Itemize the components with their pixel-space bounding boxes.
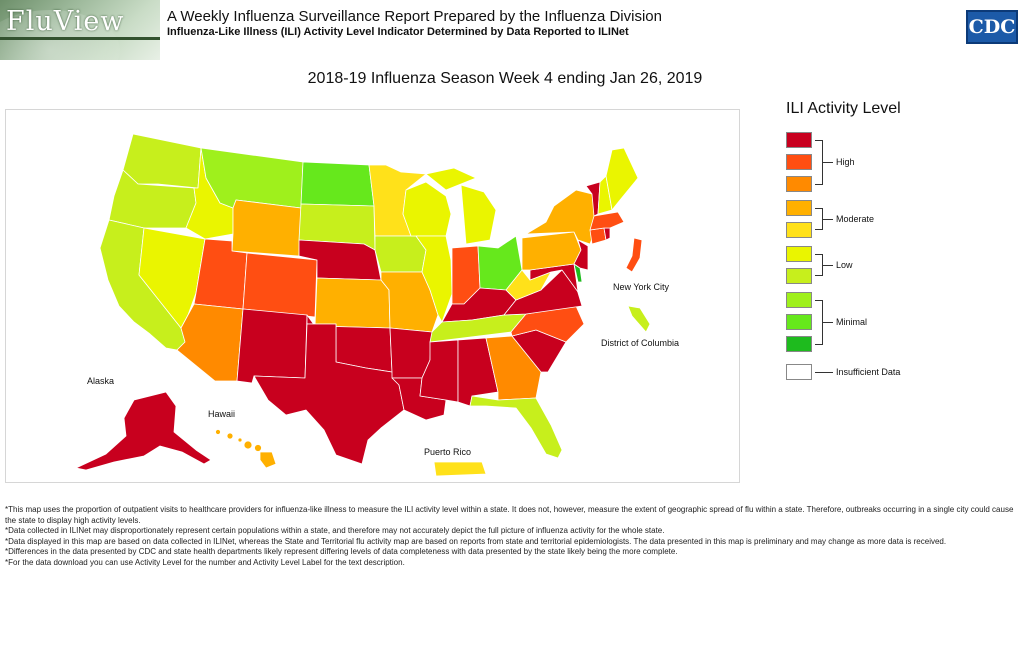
legend-swatch-level-9 — [786, 154, 812, 170]
legend-label-minimal: Minimal — [836, 317, 868, 327]
state-iowa[interactable] — [374, 235, 427, 273]
legend-tick-low — [823, 265, 833, 266]
state-north-dakota[interactable] — [300, 161, 375, 207]
state-colorado[interactable] — [242, 252, 318, 318]
report-title: A Weekly Influenza Surveillance Report P… — [167, 8, 662, 25]
footnote: *For the data download you can use Activ… — [5, 557, 405, 567]
label-hawaii: Hawaii — [208, 409, 236, 419]
state-michigan[interactable] — [425, 167, 497, 245]
legend-swatch-level-5 — [786, 246, 812, 262]
label-district-of-columbia: District of Columbia — [601, 338, 680, 348]
fluview-logo: FluView — [6, 6, 125, 37]
state-washington[interactable] — [122, 133, 202, 189]
legend-swatch-level-7 — [786, 200, 812, 216]
fluview-banner[interactable]: FluView — [0, 0, 160, 60]
state-new-jersey[interactable] — [573, 239, 589, 271]
banner-rule — [0, 37, 160, 40]
footnote: *This map uses the proportion of outpati… — [5, 505, 1014, 525]
callout-district-of-columbia[interactable] — [627, 305, 651, 333]
legend-swatch-insufficient — [786, 364, 812, 380]
state-wyoming[interactable] — [231, 199, 302, 257]
legend-swatch-level-8 — [786, 176, 812, 192]
legend-tick-high — [823, 162, 833, 163]
cdc-logo[interactable]: CDC — [966, 10, 1018, 44]
callout-new-york-city[interactable] — [625, 237, 643, 273]
state-hawaii[interactable] — [215, 429, 277, 469]
footnote: *Data displayed in this map are based on… — [5, 536, 947, 546]
state-new-mexico[interactable] — [236, 308, 308, 384]
label-new-york-city: New York City — [613, 282, 670, 292]
state-illinois[interactable] — [415, 235, 453, 323]
state-alaska[interactable] — [75, 391, 212, 471]
state-texas[interactable] — [253, 323, 405, 465]
legend-tick-minimal — [823, 322, 833, 323]
footnotes: *This map uses the proportion of outpati… — [5, 505, 1017, 568]
legend-swatch-level-6 — [786, 222, 812, 238]
footnote: *Data collected in ILINet may disproport… — [5, 526, 665, 535]
label-alaska: Alaska — [87, 376, 115, 386]
ili-legend: ILI Activity Level High Moderate Low Min… — [786, 100, 1016, 390]
state-pennsylvania[interactable] — [521, 231, 582, 271]
legend-label-low: Low — [836, 260, 853, 270]
state-connecticut[interactable] — [589, 227, 607, 245]
footnote: *Differences in the data presented by CD… — [5, 547, 678, 556]
state-wisconsin[interactable] — [402, 181, 452, 237]
legend-bracket-low — [815, 254, 823, 276]
state-vermont[interactable] — [585, 181, 601, 217]
map-title-text: 2018-19 Influenza Season Week 4 ending J… — [307, 70, 703, 87]
legend-tick-moderate — [823, 219, 833, 220]
map-title: 2018-19 Influenza Season Week 4 ending J… — [0, 70, 1024, 88]
legend-swatch-level-10 — [786, 132, 812, 148]
legend-bracket-high — [815, 140, 823, 185]
legend-title: ILI Activity Level — [786, 100, 901, 117]
legend-bracket-minimal — [815, 300, 823, 345]
legend-swatch-level-4 — [786, 268, 812, 284]
us-map — [75, 133, 651, 477]
page-header: FluView A Weekly Influenza Surveillance … — [0, 0, 1024, 60]
report-subtitle: Influenza-Like Illness (ILI) Activity Le… — [167, 26, 629, 38]
legend-tick-insufficient — [815, 372, 833, 373]
legend-swatch-level-3 — [786, 292, 812, 308]
state-kansas[interactable] — [314, 277, 391, 329]
label-puerto-rico: Puerto Rico — [424, 447, 472, 457]
legend-label-insufficient: Insufficient Data — [836, 367, 901, 377]
state-massachusetts[interactable] — [589, 211, 625, 231]
legend-label-moderate: Moderate — [836, 214, 875, 224]
state-florida[interactable] — [469, 395, 563, 459]
legend-swatch-level-2 — [786, 314, 812, 330]
legend-swatch-level-1 — [786, 336, 812, 352]
ili-map-panel: Alaska Hawaii Puerto Rico New York City … — [5, 109, 740, 483]
territory-puerto-rico[interactable] — [433, 461, 487, 477]
legend-bracket-moderate — [815, 208, 823, 230]
legend-label-high: High — [836, 157, 855, 167]
state-maine[interactable] — [605, 147, 639, 211]
